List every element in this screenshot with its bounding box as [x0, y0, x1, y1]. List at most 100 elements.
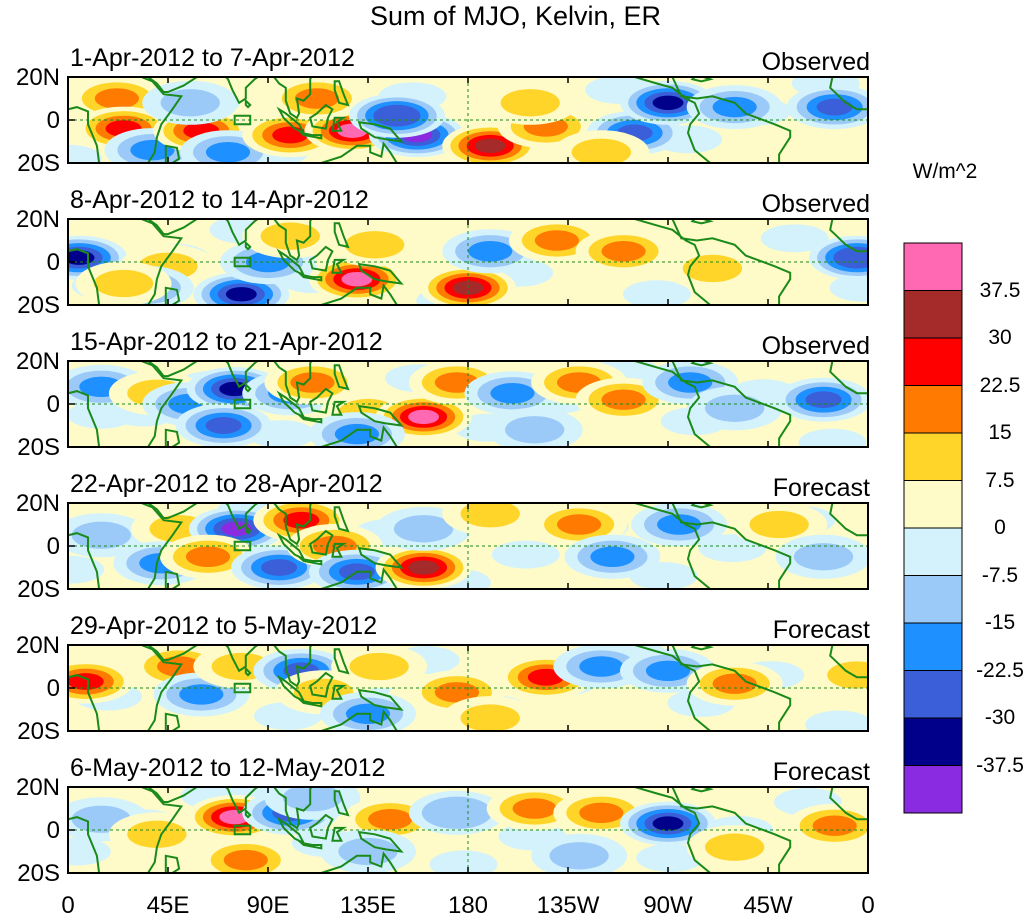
coastline [219, 361, 313, 404]
contour-positive [534, 230, 580, 251]
contour-positive [260, 222, 320, 250]
coastline [68, 503, 184, 589]
coastline [357, 546, 404, 569]
coastline [357, 404, 404, 427]
anomaly-background-blob [798, 428, 867, 447]
contour-positive [460, 704, 520, 731]
y-tick-label: 0 [46, 107, 60, 134]
colorbar-label: 15 [988, 421, 1012, 444]
contour-negative [645, 660, 691, 682]
colorbar-swatch [903, 480, 963, 529]
contour-positive [68, 673, 104, 690]
y-tick-label: 20S [17, 434, 60, 461]
coastline [164, 854, 181, 873]
contour-negative [282, 787, 343, 812]
coastline [357, 688, 404, 711]
coastline [219, 503, 313, 546]
coastline [333, 790, 350, 817]
coastline [690, 361, 714, 367]
coastline [690, 645, 714, 651]
coastline [333, 648, 350, 675]
y-tick-label: 20S [17, 150, 60, 177]
colorbar-units: W/m^2 [912, 160, 978, 183]
colorbar-label: 37.5 [979, 278, 1021, 302]
x-tick-label: 0 [861, 892, 875, 919]
coastline [320, 141, 399, 163]
anomaly-background-blob [68, 555, 105, 584]
coastline [634, 787, 792, 873]
coastline [309, 103, 334, 130]
contour-negative [381, 108, 413, 123]
coastline [146, 645, 199, 661]
colorbar-label: 22.5 [979, 373, 1021, 397]
contour-positive [460, 503, 520, 528]
panel-kind-label: Observed [761, 190, 870, 218]
coastline [146, 219, 199, 236]
contour-negative [434, 802, 480, 824]
contour-positive [601, 241, 646, 262]
y-tick-label: 20N [15, 206, 60, 233]
map-panel-5 [67, 644, 869, 732]
y-tick-label: 20N [15, 64, 60, 91]
anomaly-background-blob [829, 273, 868, 302]
coastline [309, 245, 334, 272]
contour-positive [827, 661, 868, 689]
coastline [829, 645, 868, 679]
contour-positive [500, 89, 560, 117]
contour-positive [341, 272, 373, 287]
anomaly-background-blob [491, 540, 560, 569]
contour-negative [816, 98, 853, 116]
region-box [233, 114, 252, 126]
anomaly-background-blob [68, 144, 102, 163]
figure-title: Sum of MJO, Kelvin, ER [369, 1, 662, 31]
coastline [690, 787, 714, 793]
region-box [233, 540, 252, 552]
coastline [320, 709, 399, 731]
colorbar-label: 30 [988, 326, 1012, 349]
contour-positive [749, 510, 809, 539]
contour-negative [656, 514, 702, 535]
contour-positive [512, 798, 557, 819]
anomaly-background-blob [805, 710, 868, 731]
contour-positive [408, 409, 439, 425]
y-tick-label: 0 [46, 675, 60, 702]
coastline [320, 851, 399, 873]
colorbar-swatch [903, 670, 963, 719]
coastline [219, 787, 313, 830]
colorbar-swatch [903, 622, 963, 671]
coastline [219, 77, 313, 120]
coastline [244, 98, 252, 109]
coastline [164, 286, 181, 305]
coastline [146, 77, 199, 93]
colorbar-label: 7.5 [985, 468, 1015, 492]
contour-positive [223, 849, 268, 871]
coastline [298, 841, 323, 850]
x-tick-label: 90W [643, 892, 693, 919]
coastline [164, 570, 181, 589]
contour-positive [571, 138, 631, 163]
colorbar-swatch [903, 290, 963, 339]
colorbar-label: 0 [994, 516, 1006, 539]
contour-positive [94, 88, 140, 109]
anomaly-background-blob [429, 850, 498, 873]
contour-positive [474, 138, 506, 153]
coastline [829, 219, 868, 253]
contour-negative [71, 521, 131, 549]
coastline [164, 712, 181, 731]
coastline [690, 77, 714, 83]
contour-negative [205, 142, 251, 163]
panel-title: 15-Apr-2012 to 21-Apr-2012 [70, 328, 383, 356]
x-tick-label: 90E [246, 892, 290, 919]
colorbar-swatch [903, 385, 963, 434]
panel-title: 8-Apr-2012 to 14-Apr-2012 [70, 186, 369, 214]
coastline [298, 557, 323, 566]
contour-positive [368, 809, 413, 830]
y-tick-label: 20N [15, 774, 60, 801]
y-tick-label: 20S [17, 576, 60, 603]
region-box [233, 398, 252, 410]
x-tick-label: 45W [743, 892, 793, 919]
contour-positive [290, 372, 335, 393]
y-tick-label: 20S [17, 292, 60, 319]
contour-positive [349, 652, 409, 681]
